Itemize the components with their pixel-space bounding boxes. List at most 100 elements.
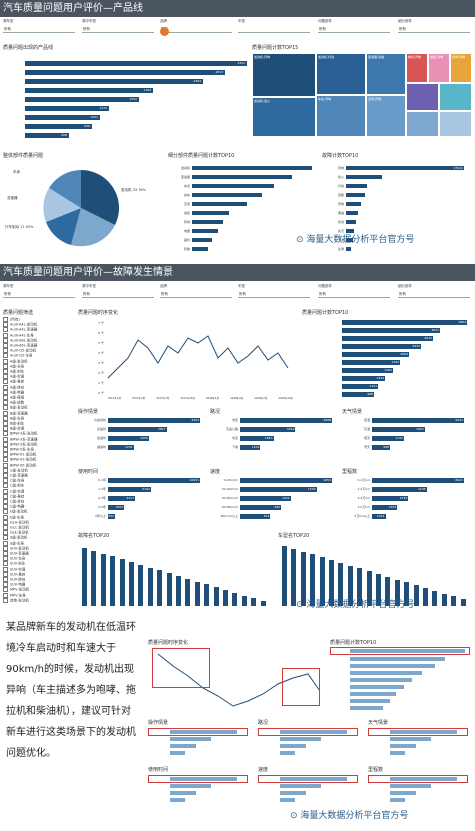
- filter-checkbox-item[interactable]: BMW-3系-变速器: [3, 437, 38, 443]
- s3-bar[interactable]: [350, 671, 422, 675]
- filter-checkbox-item[interactable]: B级-刹车: [3, 421, 24, 427]
- filter-checkbox-item[interactable]: B级-发动机: [3, 405, 28, 411]
- scenario-bar[interactable]: 10931: [108, 478, 200, 483]
- filter-checkbox-item[interactable]: A级-轮胎: [3, 400, 24, 406]
- s3-panel-bar[interactable]: [170, 730, 237, 734]
- filter-checkbox-item[interactable]: C级-发动机: [3, 468, 28, 474]
- s3-panel-bar[interactable]: [280, 744, 306, 748]
- top10c-bar[interactable]: 3021: [342, 328, 440, 333]
- s3-panel-bar[interactable]: [390, 744, 416, 748]
- top10b-bar[interactable]: [346, 238, 353, 242]
- scenario-bar[interactable]: 3217: [108, 496, 136, 501]
- scenario-bar[interactable]: 1231: [108, 445, 134, 450]
- filter-checkbox-item[interactable]: Audi-Q5-车身: [3, 353, 32, 359]
- filter-checkbox-item[interactable]: MPV-发动机: [3, 587, 29, 593]
- s3-panel-bar[interactable]: [170, 777, 237, 781]
- filter-checkbox-item[interactable]: A级-刹车: [3, 369, 24, 375]
- filter-checkbox-item[interactable]: BMW-5系-车身: [3, 447, 34, 453]
- filter-checkbox-item[interactable]: SUV-刹车: [3, 561, 25, 567]
- scenario-bar[interactable]: 1902: [372, 505, 398, 510]
- filter-checkbox-item[interactable]: S级-发动机: [3, 535, 28, 541]
- product-line-bar[interactable]: 1172: [25, 106, 109, 111]
- filter-select[interactable]: 所有: [3, 26, 75, 33]
- s3-panel-bar[interactable]: [280, 751, 295, 755]
- column-bar[interactable]: [404, 582, 410, 606]
- s3-panel-bar[interactable]: [280, 791, 306, 795]
- column-bar[interactable]: [432, 590, 438, 606]
- filter-checkbox-item[interactable]: MPV-车身: [3, 593, 26, 599]
- filter-checkbox-item[interactable]: Audi-Q5-发动机: [3, 348, 36, 354]
- column-bar[interactable]: [310, 554, 316, 606]
- filter-checkbox-item[interactable]: BMW-X3-发动机: [3, 457, 36, 463]
- filter-select[interactable]: 所有: [3, 291, 75, 298]
- top10b-bar[interactable]: [346, 202, 361, 206]
- s3-panel-bar[interactable]: [170, 791, 196, 795]
- top10c-bar[interactable]: 1101: [342, 384, 378, 389]
- column-bar[interactable]: [119, 559, 125, 606]
- s3-panel-bar[interactable]: [170, 751, 185, 755]
- column-bar[interactable]: [213, 587, 219, 606]
- s3-panel-bar[interactable]: [280, 798, 295, 802]
- filter-checkbox-item[interactable]: B级-车身: [3, 416, 24, 422]
- top10b-bar[interactable]: [346, 184, 367, 188]
- top10b-bar[interactable]: [346, 211, 358, 215]
- scenario-bar[interactable]: 1956: [108, 436, 149, 441]
- column-bar[interactable]: [291, 548, 297, 606]
- column-bar[interactable]: [366, 571, 372, 606]
- scenario-bar[interactable]: 4423: [108, 418, 200, 423]
- filter-checkbox-item[interactable]: SUV-车身: [3, 556, 25, 562]
- scenario-bar[interactable]: 1744: [372, 436, 404, 441]
- filter-checkbox-item[interactable]: A级-转向: [3, 385, 24, 391]
- column-bar[interactable]: [260, 601, 266, 606]
- column-bar[interactable]: [451, 596, 457, 606]
- column-bar[interactable]: [166, 573, 172, 606]
- column-bar[interactable]: [223, 590, 228, 606]
- filter-checkbox-item[interactable]: (所有): [3, 317, 20, 323]
- top10c-bar[interactable]: 988: [342, 392, 374, 397]
- column-bar[interactable]: [194, 581, 200, 606]
- top10b-bar[interactable]: [346, 229, 354, 233]
- s3-panel-bar[interactable]: [280, 730, 347, 734]
- product-line-bar[interactable]: 1592: [25, 97, 139, 102]
- treemap-cell[interactable]: 发动机-熄火: [252, 97, 316, 137]
- filter-select[interactable]: 所有: [398, 26, 470, 33]
- filter-checkbox-item[interactable]: Audi-A4L-变速器: [3, 327, 37, 333]
- s3-panel-bar[interactable]: [390, 777, 457, 781]
- scenario-bar[interactable]: 1021: [240, 496, 291, 501]
- treemap-cell[interactable]: 发动机-抖动: [316, 53, 366, 95]
- treemap-cell[interactable]: 转向-异响: [450, 53, 472, 83]
- scenario-bar[interactable]: 988: [372, 445, 391, 450]
- filter-checkbox-item[interactable]: GLA-发动机: [3, 520, 29, 526]
- filter-checkbox-item[interactable]: B级-空调: [3, 426, 24, 432]
- treemap-cell[interactable]: 制动-异响: [406, 53, 428, 83]
- column-bar[interactable]: [282, 546, 287, 606]
- s3-panel-bar[interactable]: [390, 730, 457, 734]
- filter-select[interactable]: 所有: [238, 291, 310, 298]
- top10c-bar[interactable]: 1342: [342, 376, 385, 381]
- column-bar[interactable]: [138, 564, 144, 606]
- column-bar[interactable]: [129, 562, 134, 606]
- column-bar[interactable]: [385, 576, 391, 606]
- scenario-bar[interactable]: 1021: [372, 514, 386, 519]
- filter-checkbox-item[interactable]: A级-座椅: [3, 395, 24, 401]
- filter-checkbox-item[interactable]: BMW-5系-发动机: [3, 442, 38, 448]
- filter-checkbox-item[interactable]: Audi-A6L-发动机: [3, 338, 37, 344]
- s3-panel-bar[interactable]: [390, 798, 405, 802]
- scenario-bar[interactable]: 830: [240, 505, 282, 510]
- column-bar[interactable]: [204, 584, 210, 606]
- top10b-bar[interactable]: [346, 175, 382, 179]
- s3-panel-bar[interactable]: [280, 777, 347, 781]
- treemap-cell[interactable]: 变速器-顿挫: [366, 53, 406, 95]
- column-bar[interactable]: [319, 557, 325, 606]
- filter-checkbox-item[interactable]: 其他-发动机: [3, 598, 29, 604]
- filter-checkbox-item[interactable]: A级-发动机: [3, 359, 28, 365]
- scenario-bar[interactable]: 1542: [240, 487, 317, 492]
- filter-checkbox-item[interactable]: GLC-发动机: [3, 525, 29, 531]
- column-bar[interactable]: [413, 585, 419, 606]
- s3-panel-bar[interactable]: [170, 744, 196, 748]
- top10b-bar[interactable]: [346, 220, 356, 224]
- s3-bar[interactable]: [350, 678, 412, 682]
- s3-bar[interactable]: [350, 692, 396, 696]
- treemap-cell[interactable]: [406, 83, 439, 111]
- column-bar[interactable]: [251, 598, 257, 606]
